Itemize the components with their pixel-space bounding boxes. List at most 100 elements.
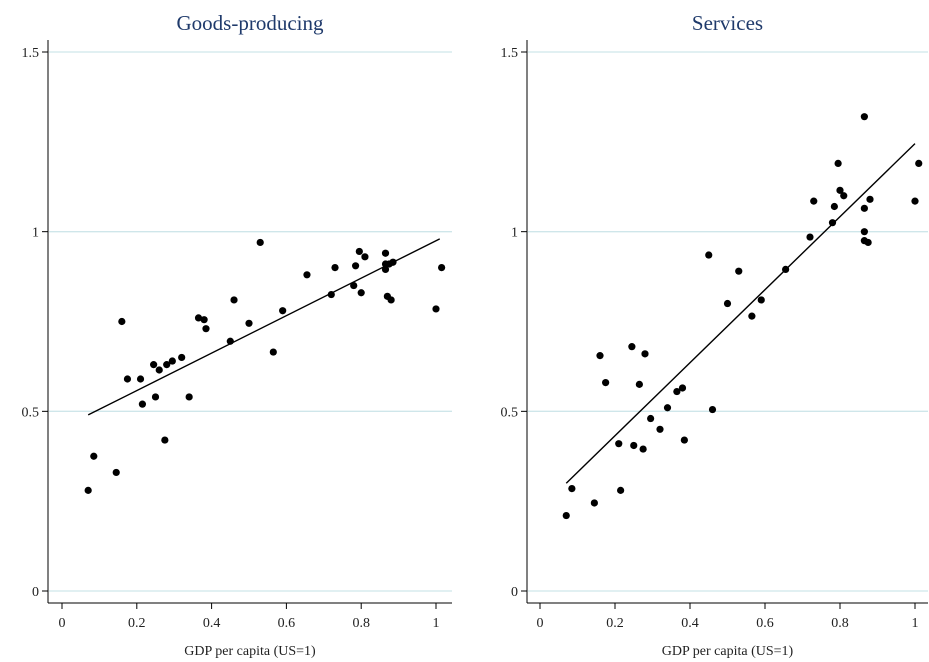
data-point [830, 202, 838, 211]
data-point [178, 353, 186, 362]
data-point [168, 357, 176, 365]
fit-line [87, 238, 441, 416]
data-point [860, 228, 868, 236]
x-tick-label: 0.6 [278, 616, 296, 631]
data-point [161, 436, 169, 444]
y-tick-label: 0 [511, 585, 518, 600]
data-point [351, 262, 360, 270]
data-point [840, 192, 848, 200]
data-point [860, 204, 868, 212]
panel-title: Goods-producing [177, 11, 324, 35]
y-tick-label: 0.5 [22, 405, 40, 420]
data-point [748, 312, 756, 320]
data-point [155, 366, 163, 374]
data-point [150, 361, 158, 369]
data-point [357, 289, 365, 297]
data-point [230, 296, 238, 304]
data-point [389, 258, 397, 266]
data-point [723, 299, 732, 308]
data-point [185, 393, 193, 401]
data-point [656, 425, 664, 433]
data-point [138, 400, 147, 408]
fit-line [565, 143, 916, 484]
data-point [202, 325, 210, 333]
x-tick-label: 0.8 [831, 616, 849, 631]
y-tick-label: 1.5 [501, 46, 519, 61]
data-point [860, 113, 868, 121]
data-point [123, 375, 132, 383]
data-point [782, 265, 790, 273]
data-point [84, 486, 92, 494]
data-point [112, 468, 120, 477]
x-tick-label: 1 [912, 616, 919, 631]
x-axis-label: GDP per capita (US=1) [184, 644, 316, 659]
y-tick-label: 1 [511, 226, 518, 241]
x-tick-label: 0.2 [606, 616, 624, 631]
x-tick-label: 0 [537, 616, 544, 631]
data-point [438, 264, 446, 272]
x-tick-label: 0.6 [756, 616, 774, 631]
data-point [806, 233, 814, 241]
data-point [590, 499, 598, 507]
panel-services: Services GDP per capita (US=1) 0 0.5 1 1.5 0… [501, 11, 928, 659]
data-point [381, 265, 390, 273]
data-point [596, 352, 604, 360]
data-point [361, 253, 369, 261]
data-point [226, 337, 234, 345]
y-tick-label: 1.5 [22, 46, 40, 61]
x-tick-label: 1 [433, 616, 440, 631]
data-point [269, 348, 277, 356]
data-point [331, 264, 339, 272]
data-point [866, 195, 874, 203]
data-point [350, 281, 358, 290]
data-point [200, 316, 208, 324]
data-point [279, 307, 287, 315]
data-point [836, 186, 844, 194]
data-point [630, 441, 638, 450]
data-point [303, 271, 311, 279]
data-point [641, 350, 649, 358]
data-point [568, 484, 576, 493]
data-point [387, 296, 395, 304]
data-point [432, 305, 440, 313]
data-point [615, 440, 623, 448]
data-point [911, 197, 919, 205]
data-point [245, 319, 253, 327]
data-point [915, 159, 923, 167]
y-tick-label: 0 [32, 585, 39, 600]
data-point [151, 393, 160, 401]
data-point [735, 267, 743, 275]
data-point [118, 317, 126, 326]
data-point [647, 414, 655, 423]
data-point [810, 197, 818, 205]
y-tick-label: 1 [32, 226, 39, 241]
data-point [673, 387, 681, 396]
data-point [663, 404, 672, 412]
data-point [327, 290, 335, 299]
data-point [90, 452, 98, 460]
x-tick-label: 0.2 [128, 616, 146, 631]
data-point [705, 251, 713, 259]
x-axis-label: GDP per capita (US=1) [662, 644, 794, 659]
y-tick-label: 0.5 [501, 405, 519, 420]
data-point [639, 445, 647, 453]
data-point [864, 238, 872, 247]
data-point [562, 511, 570, 520]
data-point [628, 343, 636, 351]
x-tick-label: 0.4 [681, 616, 699, 631]
data-point [194, 314, 203, 322]
data-point [256, 238, 264, 247]
data-point [834, 159, 842, 167]
data-point [617, 486, 625, 494]
data-point [708, 405, 717, 414]
data-point [163, 361, 171, 369]
x-tick-label: 0.4 [203, 616, 221, 631]
panel-goods-producing: Goods-producing GDP per capita (US=1) 0 0… [22, 11, 452, 659]
data-point [381, 249, 390, 257]
data-point [680, 436, 688, 444]
data-point [635, 380, 643, 388]
data-point [678, 384, 687, 392]
data-point [136, 375, 145, 383]
data-point [757, 296, 765, 304]
